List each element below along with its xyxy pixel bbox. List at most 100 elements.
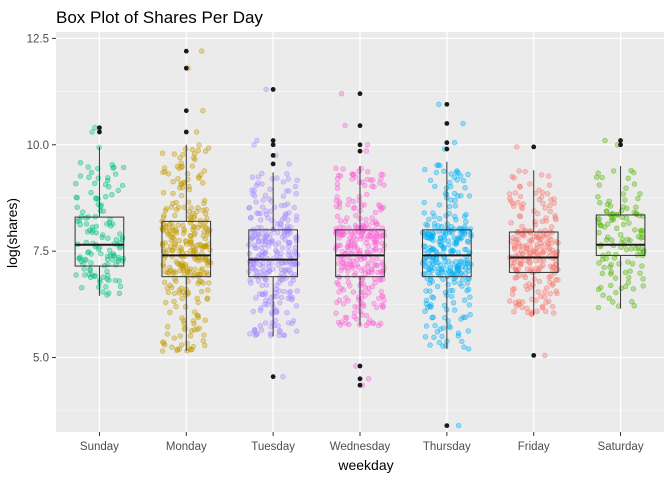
jitter-point: [595, 194, 601, 200]
jitter-point: [519, 304, 525, 311]
jitter-point: [337, 224, 343, 230]
jitter-point: [188, 233, 194, 239]
jitter-point: [93, 230, 100, 236]
jitter-point: [171, 151, 178, 157]
jitter-point: [426, 216, 432, 223]
jitter-point: [440, 343, 446, 349]
jitter-point: [263, 320, 269, 326]
jitter-point: [110, 221, 116, 227]
jitter-point: [378, 171, 384, 178]
box-iqr: [161, 220, 212, 278]
jitter-point: [439, 333, 445, 340]
outlier-point: [357, 123, 363, 129]
jitter-point: [342, 314, 348, 321]
jitter-point: [437, 162, 443, 169]
jitter-point: [544, 239, 550, 246]
jitter-point: [511, 244, 518, 251]
jitter-point: [189, 346, 195, 353]
jitter-point: [465, 171, 471, 178]
jitter-point: [365, 269, 372, 275]
jitter-point: [533, 241, 540, 248]
jitter-point: [102, 194, 109, 200]
jitter-point: [347, 261, 353, 268]
jitter-point: [73, 181, 79, 187]
jitter-point: [92, 124, 98, 131]
jitter-point: [423, 323, 430, 329]
jitter-point: [546, 274, 552, 281]
outlier-point: [270, 153, 276, 158]
jitter-point: [274, 230, 281, 236]
jitter-point: [104, 292, 110, 298]
jitter-point: [547, 279, 553, 285]
jitter-point: [421, 210, 427, 216]
jitter-point: [333, 203, 340, 210]
outlier-point: [270, 142, 276, 148]
jitter-point: [366, 290, 372, 296]
jitter-point: [538, 293, 544, 300]
jitter-point: [639, 227, 645, 234]
jitter-point: [380, 293, 386, 300]
jitter-point: [263, 276, 269, 283]
jitter-point: [250, 308, 257, 315]
jitter-point: [423, 288, 429, 294]
jitter-point: [465, 328, 471, 334]
box-iqr: [595, 214, 646, 256]
box-friday: [508, 144, 559, 358]
jitter-point: [284, 228, 290, 234]
jitter-point: [77, 173, 84, 179]
jitter-point: [429, 246, 436, 252]
jitter-point: [203, 243, 209, 249]
jitter-point: [116, 254, 122, 261]
jitter-point: [465, 286, 472, 292]
jitter-point: [627, 268, 633, 274]
box-thursday: [422, 101, 472, 429]
jitter-point: [629, 299, 635, 305]
jitter-point: [83, 221, 90, 227]
jitter-point: [255, 224, 261, 231]
jitter-point: [431, 265, 437, 271]
outlier-point: [357, 142, 363, 148]
jitter-point: [165, 269, 171, 275]
jitter-point: [290, 277, 296, 283]
jitter-point: [251, 261, 258, 268]
jitter-point: [422, 308, 428, 314]
jitter-point: [200, 233, 207, 239]
jitter-point: [249, 174, 256, 180]
jitter-point: [253, 331, 259, 337]
jitter-point: [610, 216, 617, 223]
jitter-point: [181, 204, 188, 211]
jitter-point: [161, 256, 167, 262]
jitter-point: [293, 191, 299, 197]
jitter-point: [522, 274, 529, 281]
jitter-point: [445, 238, 451, 244]
jitter-point: [275, 240, 282, 246]
jitter-point: [548, 224, 555, 230]
jitter-point: [274, 175, 280, 181]
jitter-point: [105, 175, 111, 181]
jitter-point: [362, 284, 369, 291]
jitter-point: [352, 222, 359, 229]
jitter-point: [73, 272, 79, 278]
jitter-point: [516, 272, 523, 279]
jitter-point: [509, 291, 516, 297]
jitter-point: [620, 221, 626, 228]
jitter-point: [451, 174, 458, 180]
jitter-point: [169, 231, 175, 238]
jitter-point: [453, 264, 459, 270]
jitter-point: [362, 270, 369, 277]
jitter-point: [455, 422, 462, 429]
jitter-point: [347, 283, 353, 289]
jitter-point: [510, 263, 516, 270]
jitter-point: [593, 174, 600, 180]
jitter-point: [356, 194, 363, 200]
jitter-point: [249, 233, 255, 240]
jitter-point: [334, 181, 341, 187]
jitter-point: [196, 325, 203, 331]
jitter-point: [260, 263, 266, 270]
jitter-point: [462, 185, 468, 191]
jitter-point: [262, 250, 268, 256]
jitter-point: [363, 322, 370, 329]
y-axis-title: log(shares): [4, 198, 20, 268]
jitter-point: [195, 299, 201, 306]
jitter-point: [628, 246, 634, 252]
